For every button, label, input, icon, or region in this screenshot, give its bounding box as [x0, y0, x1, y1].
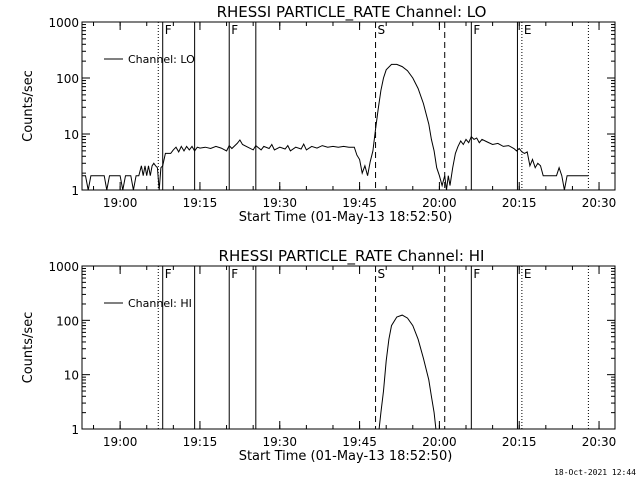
x-tick-label: 20:30: [582, 435, 617, 449]
x-tick-label: 20:30: [582, 196, 617, 210]
event-label: F: [231, 23, 238, 37]
x-tick-label: 19:00: [103, 196, 138, 210]
y-tick-label: 100: [56, 72, 79, 86]
x-tick-label: 19:30: [262, 196, 297, 210]
y-tick-label: 1000: [48, 260, 79, 274]
plot-frame: [81, 21, 616, 191]
x-tick-label: 19:15: [183, 435, 218, 449]
event-label: E: [524, 267, 532, 281]
x-axis-label: Start Time (01-May-13 18:52:50): [239, 210, 453, 225]
y-axis-label: Counts/sec: [21, 70, 36, 142]
event-label: F: [231, 267, 238, 281]
x-tick-label: 19:45: [342, 435, 377, 449]
chart-title: RHESSI PARTICLE_RATE Channel: HI: [219, 247, 485, 266]
event-label: F: [165, 23, 172, 37]
x-tick-label: 20:00: [422, 435, 457, 449]
y-tick-label: 1: [71, 423, 79, 437]
legend-label: Channel: HI: [128, 297, 192, 310]
y-tick-label: 10: [64, 369, 79, 383]
chart-title: RHESSI PARTICLE_RATE Channel: LO: [217, 3, 487, 22]
x-tick-label: 20:00: [422, 196, 457, 210]
x-tick-label: 20:15: [502, 196, 537, 210]
event-label: F: [165, 267, 172, 281]
x-tick-label: 19:45: [342, 196, 377, 210]
chart-panel-1: RHESSI PARTICLE_RATE Channel: HI 1 10 100 10…: [21, 247, 616, 464]
event-label: F: [473, 23, 480, 37]
plot-frame: [81, 265, 616, 430]
event-label: S: [378, 23, 386, 37]
event-label: E: [524, 23, 532, 37]
x-tick-label: 19:30: [262, 435, 297, 449]
x-tick-label: 19:15: [183, 196, 218, 210]
y-axis-label: Counts/sec: [21, 312, 36, 384]
event-label: S: [378, 267, 386, 281]
x-tick-label: 19:00: [103, 435, 138, 449]
chart-panel-0: RHESSI PARTICLE_RATE Channel: LO 1 10 100 10…: [21, 3, 616, 225]
y-tick-label: 1: [71, 184, 79, 198]
y-tick-label: 1000: [48, 16, 79, 30]
event-label: F: [473, 267, 480, 281]
y-tick-label: 100: [56, 314, 79, 328]
x-axis-label: Start Time (01-May-13 18:52:50): [239, 449, 453, 464]
y-tick-label: 10: [64, 128, 79, 142]
x-tick-label: 20:15: [502, 435, 537, 449]
series-line: [82, 63, 589, 191]
legend-label: Channel: LO: [128, 53, 195, 66]
timestamp: 18-Oct-2021 12:44: [554, 468, 636, 477]
series-line: [378, 314, 437, 430]
